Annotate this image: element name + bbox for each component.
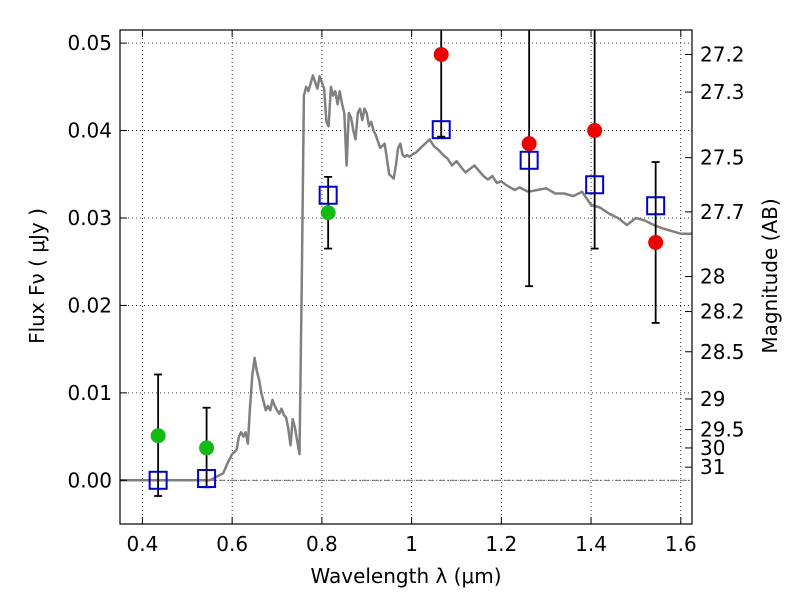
magnitude-tick-label: 28.2	[700, 300, 745, 324]
y-axis-label-right: Magnitude (AB)	[758, 198, 782, 353]
magnitude-tick-label: 27.7	[700, 200, 745, 224]
y-tick-label: 0.02	[67, 293, 112, 317]
green-data-point	[150, 428, 166, 444]
green-data-point	[320, 205, 336, 221]
magnitude-tick-label: 30	[700, 436, 725, 460]
magnitude-tick-label: 27.3	[700, 80, 745, 104]
x-tick-label: 1	[405, 532, 418, 556]
y-axis-label: Flux Fν ( μJy )	[25, 208, 49, 344]
tick-layer: 0.4 0.6 0.8 1 1.2 1.4 1.6 0.00 0.01 0.02 0.03 0.04 0…	[67, 30, 745, 556]
x-tick-label: 1.6	[665, 532, 697, 556]
magnitude-tick-label: 27.2	[700, 42, 745, 66]
y-tick-label: 0.01	[67, 381, 112, 405]
x-tick-label: 1.4	[575, 532, 607, 556]
x-tick-label: 0.8	[306, 532, 338, 556]
marker-layer	[148, 46, 666, 490]
model-band-flux-square	[646, 196, 666, 216]
y-tick-label: 0.05	[67, 31, 112, 55]
model-layer	[120, 74, 692, 482]
model-band-flux-square	[318, 185, 338, 205]
model-band-flux-square	[585, 175, 605, 195]
model-band-flux-square	[197, 469, 217, 489]
x-axis-label: Wavelength λ (μm)	[310, 564, 501, 588]
magnitude-tick-label: 28	[700, 265, 725, 289]
x-tick-label: 0.6	[216, 532, 248, 556]
red-data-point	[433, 46, 449, 62]
model-band-flux-square	[519, 150, 539, 170]
magnitude-tick-label: 29.5	[700, 418, 745, 442]
magnitude-tick-label: 27.5	[700, 146, 745, 170]
errorbar-layer	[154, 30, 660, 497]
model-spectrum-line	[120, 74, 692, 482]
magnitude-tick-label: 28.5	[700, 340, 745, 364]
y-tick-label: 0.03	[67, 206, 112, 230]
model-band-flux-square	[148, 470, 168, 490]
magnitude-tick-label: 31	[700, 455, 725, 479]
magnitude-tick-label: 29	[700, 387, 725, 411]
x-tick-label: 0.4	[127, 532, 159, 556]
y-tick-label: 0.00	[67, 468, 112, 492]
red-data-point	[648, 234, 664, 250]
x-tick-label: 1.2	[485, 532, 517, 556]
red-data-point	[521, 136, 537, 152]
green-data-point	[199, 440, 215, 456]
y-tick-label: 0.04	[67, 119, 112, 143]
model-band-flux-square	[431, 120, 451, 140]
red-data-point	[587, 123, 603, 139]
